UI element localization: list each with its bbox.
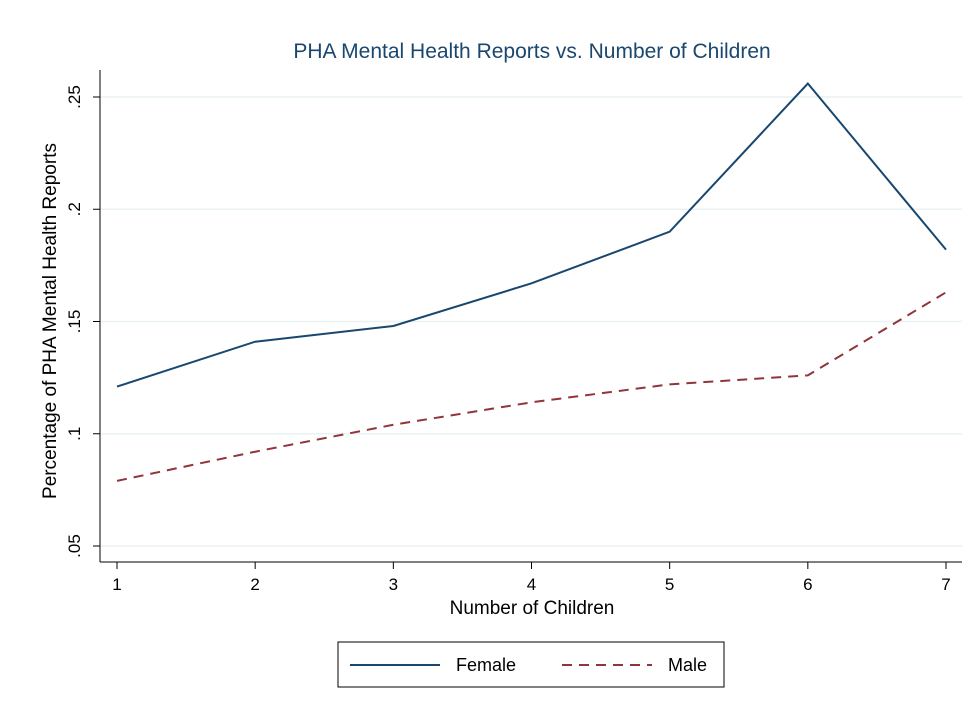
x-tick-label: 7	[941, 575, 950, 594]
y-tick-label: .05	[65, 534, 84, 558]
x-tick-label: 4	[527, 575, 536, 594]
x-tick-label: 5	[665, 575, 674, 594]
legend-label-female: Female	[456, 655, 516, 675]
axes	[99, 70, 962, 563]
chart-title: PHA Mental Health Reports vs. Number of …	[293, 40, 770, 63]
series-lines	[116, 82, 947, 482]
y-tick-label: .1	[65, 427, 84, 441]
y-tick-label: .2	[65, 202, 84, 216]
legend: Female Male	[337, 641, 725, 688]
y-tick-label: .15	[65, 310, 84, 334]
y-axis-label: Percentage of PHA Mental Health Reports	[40, 143, 61, 499]
gridlines	[101, 96, 962, 547]
series-line-female	[116, 82, 947, 388]
y-tick-label: .25	[65, 85, 84, 109]
x-tick-label: 6	[803, 575, 812, 594]
legend-label-male: Male	[668, 655, 707, 675]
x-tick-label: 2	[250, 575, 259, 594]
ticks: .05 .1 .15 .2 .25 1 2 3 4 5 6 7	[65, 85, 951, 594]
series-line-male	[116, 291, 947, 482]
x-axis-label: Number of Children	[450, 598, 615, 619]
x-tick-label: 3	[389, 575, 398, 594]
x-tick-label: 1	[112, 575, 121, 594]
